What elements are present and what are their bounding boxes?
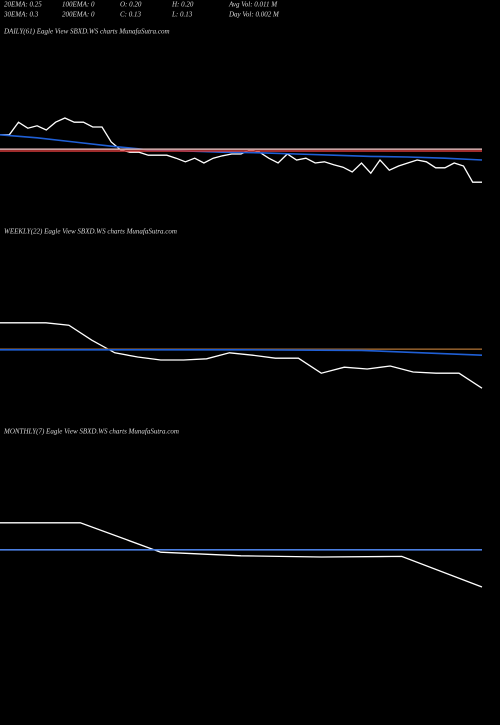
- header-stat: H: 0.20: [171, 1, 194, 9]
- header-stat: 20EMA: 0.25: [4, 1, 42, 9]
- price-line: [0, 322, 483, 389]
- header-stat: 200EMA: 0: [62, 11, 95, 19]
- panel-title: WEEKLY(22) Eagle View SBXD.WS charts Mun…: [4, 228, 177, 236]
- panel-title: DAILY(61) Eagle View SBXD.WS charts Muna…: [3, 28, 170, 36]
- header-stat: O: 0.20: [120, 1, 142, 9]
- panel-title: MONTHLY(7) Eagle View SBXD.WS charts Mun…: [3, 428, 179, 436]
- price-line: [0, 117, 482, 183]
- price-line: [0, 348, 483, 356]
- header-stat: L: 0.13: [171, 11, 193, 19]
- header-stat: Avg Vol: 0.011 M: [228, 1, 278, 9]
- header-stat: 30EMA: 0.3: [3, 11, 39, 19]
- header-stat: 100EMA: 0: [62, 1, 95, 9]
- price-line: [0, 522, 483, 588]
- header-stat: C: 0.13: [120, 11, 142, 19]
- header-stat: Day Vol: 0.002 M: [228, 11, 280, 19]
- price-line: [0, 134, 483, 161]
